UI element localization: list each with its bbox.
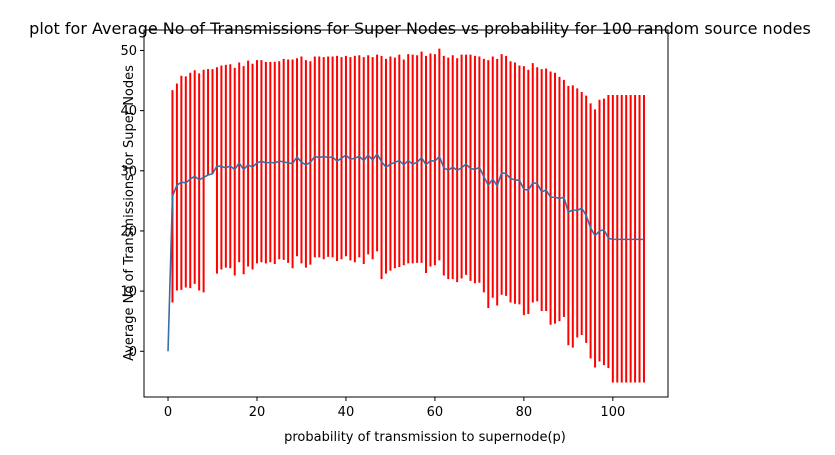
y-axis-label: Average No of Transmissions for Super No…	[122, 65, 137, 361]
x-tick-label-60: 60	[427, 405, 444, 420]
x-tick-label-0: 0	[164, 405, 172, 420]
chart-title: plot for Average No of Transmissions for…	[29, 19, 811, 38]
series-line-group	[167, 153, 644, 352]
x-axis-ticks: 0 20 40 60 80 100	[164, 397, 625, 420]
y-tick-label-40: 40	[120, 104, 137, 119]
y-axis-ticks: 0 10 20 30 40 50	[120, 44, 144, 360]
y-tick-label-50: 50	[120, 44, 137, 59]
x-tick-label-20: 20	[249, 405, 266, 420]
x-axis-label: probability of transmission to supernode…	[284, 430, 566, 445]
x-tick-label-80: 80	[516, 405, 533, 420]
x-tick-label-100: 100	[600, 405, 625, 420]
y-tick-label-10: 10	[120, 285, 137, 300]
y-tick-label-20: 20	[120, 224, 137, 239]
y-tick-label-30: 30	[120, 164, 137, 179]
plot-frame	[143, 29, 669, 398]
series-line	[167, 153, 644, 352]
y-tick-label-0: 0	[129, 345, 137, 360]
x-tick-label-40: 40	[338, 405, 355, 420]
